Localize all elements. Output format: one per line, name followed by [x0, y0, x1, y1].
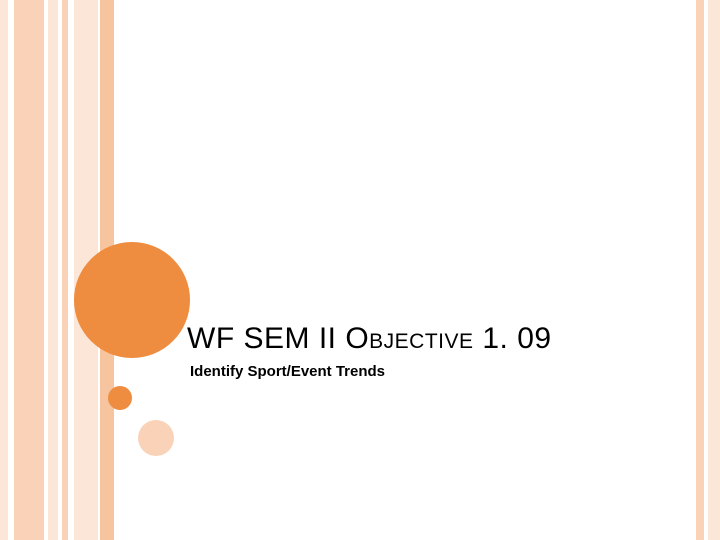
bg-stripe-3 — [62, 0, 68, 540]
bg-stripe-1 — [14, 0, 44, 540]
slide-subtitle: Identify Sport/Event Trends — [190, 363, 385, 380]
title-prefix: WF SEM II — [187, 322, 345, 355]
title-smallcaps-word: Objective — [345, 322, 473, 355]
decor-circle-0 — [74, 242, 190, 358]
decor-circle-2 — [138, 420, 174, 456]
bg-stripe-2 — [48, 0, 58, 540]
decor-circle-1 — [108, 386, 132, 410]
bg-stripe-7 — [708, 0, 720, 540]
slide-title: WF SEM II Objective 1. 09 — [187, 322, 552, 356]
title-suffix: 1. 09 — [474, 322, 552, 355]
bg-stripe-0 — [0, 0, 8, 540]
bg-stripe-6 — [696, 0, 704, 540]
